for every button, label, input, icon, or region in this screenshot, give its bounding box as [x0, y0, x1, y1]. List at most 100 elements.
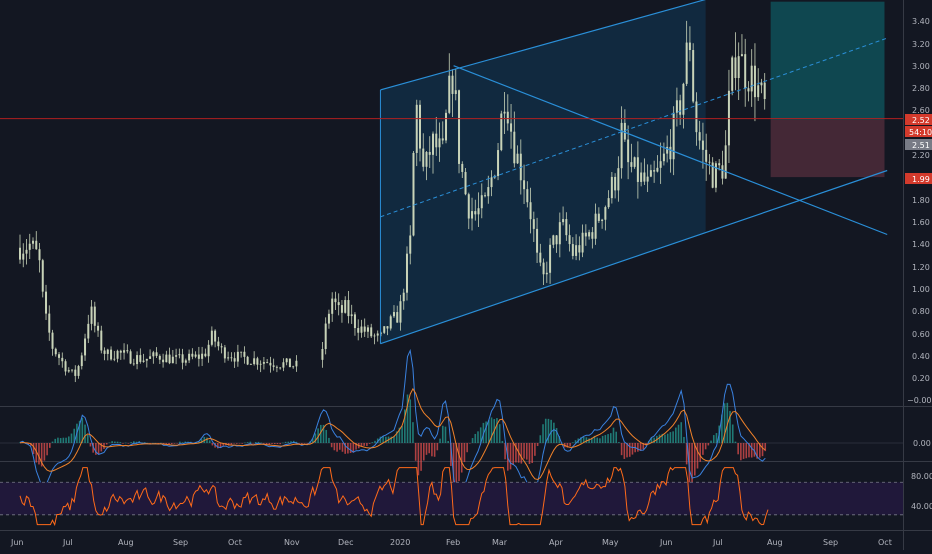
candle-body — [500, 113, 503, 151]
candle-body — [601, 219, 604, 221]
macd-histogram-bar — [165, 443, 168, 444]
macd-histogram-bar — [637, 443, 639, 452]
candle-body — [210, 330, 213, 345]
candle-body — [376, 333, 379, 336]
candle-body — [178, 354, 181, 356]
macd-histogram-bar — [696, 443, 699, 469]
candle-body — [753, 65, 756, 98]
macd-histogram-bar — [761, 443, 764, 457]
candle-body — [41, 260, 44, 292]
rsi-pane[interactable] — [0, 466, 903, 527]
macd-histogram-bar — [759, 443, 761, 458]
macd-histogram-bar — [721, 414, 723, 443]
macd-histogram-bar — [184, 441, 187, 443]
candle-body — [51, 332, 54, 349]
price-tick: 1.20 — [912, 263, 930, 272]
macd-histogram-bar — [141, 442, 143, 443]
macd-histogram-bar — [642, 443, 645, 450]
macd-histogram-bar — [287, 441, 290, 443]
macd-histogram-bar — [404, 409, 406, 443]
macd-pane[interactable] — [0, 348, 903, 497]
macd-histogram-bar — [707, 443, 710, 446]
candle-body — [721, 165, 724, 179]
macd-histogram-bar — [547, 418, 550, 443]
macd-histogram-bar — [211, 443, 214, 446]
candle-body — [471, 211, 474, 219]
macd-histogram-bar — [620, 443, 623, 456]
candle-body — [353, 314, 356, 329]
candle-body — [168, 354, 171, 364]
time-axis[interactable]: Jun Jul Aug Sep Oct Nov Dec 2020 Feb Mar… — [10, 538, 892, 547]
candle-body — [640, 172, 643, 182]
macd-histogram-bar — [601, 435, 604, 443]
channel-lines[interactable] — [0, 0, 903, 345]
candle-body — [54, 348, 57, 355]
macd-histogram-bar — [460, 443, 463, 473]
macd-histogram-bar — [111, 441, 113, 443]
countdown-label — [905, 126, 932, 137]
candle-body — [532, 219, 535, 229]
macd-histogram-bar — [628, 443, 631, 457]
macd-histogram-bar — [731, 424, 734, 443]
macd-histogram-bar — [157, 443, 160, 444]
candle-body — [227, 357, 230, 359]
macd-histogram-bar — [62, 437, 65, 443]
candle-body — [487, 187, 490, 197]
macd-histogram-bar — [639, 443, 642, 451]
macd-histogram-bar — [531, 443, 533, 464]
macd-histogram-bar — [455, 443, 458, 491]
macd-histogram-bar — [341, 443, 344, 452]
macd-histogram-bar — [238, 443, 241, 444]
macd-histogram-bar — [149, 443, 151, 444]
time-label: Jul — [712, 538, 723, 547]
candle-body — [217, 341, 220, 347]
candle-body — [636, 157, 639, 182]
macd-histogram-bar — [246, 442, 249, 443]
drawing-tools-layer[interactable] — [380, 0, 885, 344]
candle-body — [575, 245, 578, 256]
candle-body — [666, 146, 669, 154]
candle-body — [558, 222, 561, 245]
macd-histogram-bar — [385, 436, 387, 443]
candle-body — [87, 323, 90, 339]
macd-histogram-bar — [450, 443, 452, 466]
candle-body — [568, 235, 571, 245]
macd-histogram-bar — [566, 443, 569, 448]
candle-body — [701, 140, 704, 150]
macd-histogram-bar — [393, 436, 395, 443]
candle-body — [692, 50, 695, 102]
channel-median-line — [380, 37, 888, 218]
candle-body — [484, 195, 487, 197]
time-label: Feb — [446, 538, 460, 547]
candle-body — [214, 330, 217, 342]
macd-histogram-bar — [252, 443, 254, 444]
candle-body — [266, 362, 269, 363]
time-label: Nov — [284, 538, 300, 547]
macd-histogram-bar — [401, 425, 403, 443]
macd-histogram-bar — [504, 443, 506, 460]
candle-body — [399, 301, 402, 323]
candle-body — [116, 350, 119, 359]
macd-histogram-bar — [498, 424, 501, 443]
candle-body — [630, 162, 633, 167]
macd-histogram-bar — [433, 443, 436, 457]
macd-histogram-bar — [756, 443, 758, 459]
price-axis[interactable]: 3.40 3.20 3.00 2.80 2.60 2.20 1.80 1.60 … — [905, 17, 932, 405]
candle-body — [295, 360, 298, 367]
candle-body — [734, 57, 737, 79]
macd-histogram-bar — [664, 434, 666, 443]
macd-histogram-bar — [86, 434, 89, 443]
candle-body — [191, 353, 194, 357]
macd-histogram-bar — [54, 438, 57, 443]
macd-histogram-bar — [336, 443, 338, 452]
macd-histogram-bar — [43, 443, 46, 461]
macd-histogram-bar — [173, 443, 176, 444]
candle-body — [132, 363, 135, 365]
time-label: Oct — [878, 538, 892, 547]
candle-body — [347, 300, 350, 317]
macd-axis-tick: 0.00 — [913, 439, 931, 448]
candle-body — [158, 355, 161, 360]
candle-body — [285, 358, 288, 363]
